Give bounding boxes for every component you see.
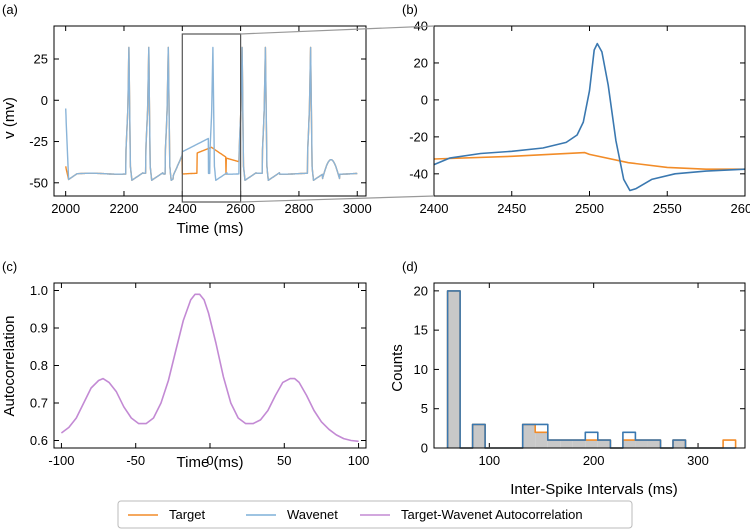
panel-d-bar-fill	[522, 424, 536, 448]
panel-b-ytick-label: -20	[409, 129, 428, 144]
panel-d-xtick-label: 300	[687, 453, 709, 468]
panel-a-ytick-label: 25	[34, 52, 48, 67]
panel-c-ytick-label: 0.6	[30, 433, 48, 448]
panel-d-ytick-label: 5	[421, 401, 428, 416]
panel-b-frame	[433, 25, 746, 197]
panel-b-ytick-label: 20	[414, 55, 428, 70]
panel-d-bar-fill	[572, 440, 586, 448]
panel-c-xtick-label: -50	[126, 453, 145, 468]
panel-d-hist-target	[446, 290, 737, 449]
panel-c-xtick-label: 100	[348, 453, 370, 468]
panel-c-series-autocorrelation	[60, 293, 359, 443]
panel-d-bar-fill	[622, 440, 636, 448]
panel-d-bar-fill	[597, 440, 611, 448]
panel-c-xtick-label: -100	[48, 453, 74, 468]
panel-b-ytick-label: -40	[409, 166, 428, 181]
panel-label-c: (c)	[2, 259, 17, 274]
legend: Target Wavenet Target-Wavenet Autocorrel…	[117, 500, 633, 529]
panel-c-xtick-label: 50	[277, 453, 291, 468]
panel-label-d: (d)	[402, 259, 418, 274]
panel-c-ytick-label: 0.9	[30, 321, 48, 336]
panel-c-ytick-label: 1.0	[30, 283, 48, 298]
panel-d-bar-fill	[447, 290, 461, 448]
panel-b-ytick-label: 0	[421, 92, 428, 107]
zoom-connector-lines	[240, 25, 435, 203]
panel-d-bar-fill	[672, 440, 686, 448]
panel-d-ytick-label: 10	[414, 362, 428, 377]
legend-label-wavenet: Wavenet	[287, 507, 338, 522]
panel-d-xtick-label: 100	[478, 453, 500, 468]
panel-a-xtick-label: 2600	[226, 201, 255, 216]
legend-label-target: Target	[169, 507, 206, 522]
panel-b-xtick-label: 2400	[420, 201, 449, 216]
panel-d-ylabel: Counts	[389, 344, 406, 392]
panel-d-ytick-label: 20	[414, 283, 428, 298]
panel-d-bar-fill	[585, 440, 598, 448]
panel-label-a: (a)	[2, 2, 18, 17]
legend-label-autocorrelation: Target-Wavenet Autocorrelation	[401, 507, 583, 522]
panel-b-xtick-label: 2550	[653, 201, 682, 216]
panel-d-hist-wavenet	[446, 290, 736, 449]
panel-a-xtick-label: 2400	[168, 201, 197, 216]
panel-d-bar-fill	[472, 424, 486, 448]
panel-c-xtick-label: 0	[206, 453, 213, 468]
panel-a-series-wavenet	[65, 46, 358, 181]
zoom-connector-bottom	[240, 195, 435, 203]
panel-d-ytick-label: 0	[421, 441, 428, 456]
panel-a-frame	[53, 25, 367, 197]
panel-d-frame	[433, 282, 746, 449]
panel-c-frame	[53, 282, 367, 449]
panel-a-ytick-label: -50	[29, 175, 48, 190]
panel-c-ylabel: Autocorrelation	[1, 316, 18, 417]
panel-d-ytick-label: 15	[414, 323, 428, 338]
panel-c: -100 -50 0 50 100 0.6 0.7 0.8 0.9 1.0	[30, 282, 370, 468]
panel-b-xtick-label: 2500	[575, 201, 604, 216]
panel-c-ytick-label: 0.7	[30, 396, 48, 411]
panel-a-xtick-label: 2800	[284, 201, 313, 216]
panel-b-xtick-label: 2450	[497, 201, 526, 216]
panel-a-xlabel: Time (ms)	[177, 220, 244, 237]
panel-d-bar-fill	[647, 440, 661, 448]
panel-d-bar-fill	[635, 440, 648, 448]
panel-a-xtick-label: 3000	[343, 201, 372, 216]
panel-a-ytick-label: -25	[29, 134, 48, 149]
panel-c-xlabel: Time (ms)	[177, 454, 244, 471]
panel-d-xtick-label: 200	[583, 453, 605, 468]
panel-a-zoom-box	[181, 33, 242, 203]
panel-a-ytick-label: 0	[41, 93, 48, 108]
panel-c-ytick-label: 0.8	[30, 358, 48, 373]
panel-a-xtick-label: 2000	[51, 201, 80, 216]
panel-d-xlabel: Inter-Spike Intervals (ms)	[510, 481, 678, 498]
panel-a-ylabel: v (mv)	[1, 97, 18, 139]
panel-b-series-target	[434, 151, 745, 170]
panel-a: 2000 2200 2400 2600 2800 3000 -50 -25 0 25	[29, 25, 372, 216]
panel-d: 100 200 300 0 5 10 15 20	[414, 282, 746, 468]
panel-b-xtick-label: 2600	[731, 201, 750, 216]
panel-d-bar-fill	[535, 432, 548, 448]
panel-b-series-wavenet	[434, 42, 745, 192]
panel-d-bar-fill	[547, 440, 561, 448]
panel-d-bar-fill	[560, 440, 573, 448]
panel-label-b: (b)	[402, 2, 418, 17]
panel-a-xtick-label: 2200	[110, 201, 139, 216]
zoom-connector-top	[240, 25, 435, 35]
